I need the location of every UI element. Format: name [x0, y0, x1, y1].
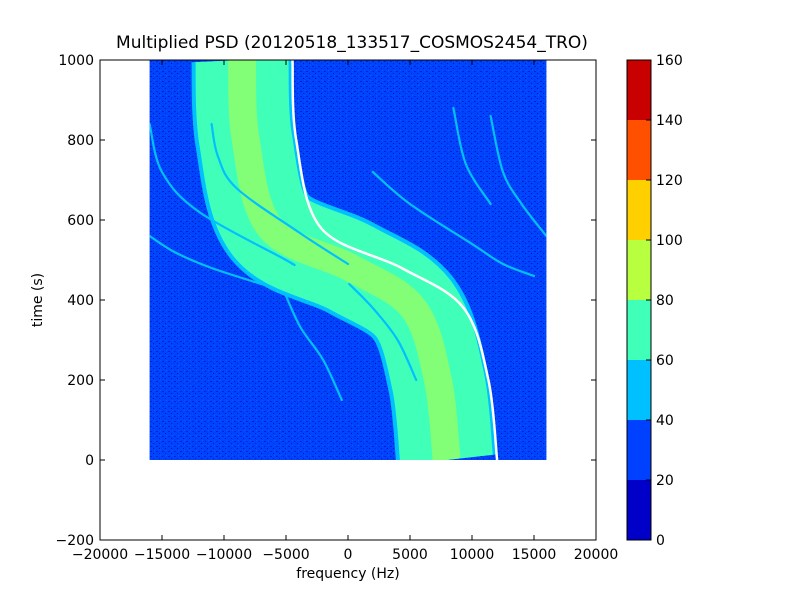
- heatmap: [149, 60, 547, 460]
- colorbar-tick-label: 140: [656, 113, 683, 129]
- heatmap-content: [149, 60, 547, 460]
- main-band: [191, 60, 499, 460]
- doppler-trace: [210, 122, 350, 266]
- doppler-trace: [348, 282, 418, 382]
- main-band-core: [228, 60, 461, 460]
- colorbar-tick-label: 60: [656, 353, 674, 369]
- colorbar-segment: [627, 480, 651, 540]
- colorbar-tick-label: 0: [656, 533, 665, 549]
- x-tick-label: −20000: [72, 547, 128, 563]
- doppler-trace: [371, 170, 536, 278]
- doppler-trace: [149, 234, 263, 286]
- y-tick-label: 800: [67, 133, 94, 149]
- y-tick-label: −200: [56, 533, 94, 549]
- colorbar-segment: [627, 300, 651, 360]
- doppler-trace: [452, 106, 492, 206]
- x-axis-label: frequency (Hz): [296, 566, 399, 582]
- doppler-trace: [489, 114, 547, 238]
- colorbar-segment: [627, 120, 651, 180]
- colorbar-tick-label: 120: [656, 173, 683, 189]
- y-tick-label: 600: [67, 213, 94, 229]
- x-tick-label: 20000: [574, 547, 619, 563]
- y-tick-label: 200: [67, 373, 94, 389]
- colorbar-tick-label: 80: [656, 293, 674, 309]
- doppler-trace: [284, 294, 343, 402]
- x-tick-label: 10000: [450, 547, 495, 563]
- x-tick-label: 15000: [512, 547, 557, 563]
- x-tick-label: 5000: [392, 547, 428, 563]
- y-tick-label: 1000: [58, 53, 94, 69]
- colorbar-segment: [627, 240, 651, 300]
- colorbar-segment: [627, 60, 651, 120]
- colorbar-tick-label: 40: [656, 413, 674, 429]
- colorbar-tick-label: 100: [656, 233, 683, 249]
- y-tick-label: 0: [85, 453, 94, 469]
- x-tick-label: −10000: [196, 547, 252, 563]
- doppler-trace: [149, 122, 296, 267]
- x-axis: −20000 −15000 −10000 −5000 0 5000 10000 15000 20…: [72, 60, 618, 563]
- colorbar-segment: [627, 360, 651, 420]
- colorbar-tick-label: 160: [656, 53, 683, 69]
- x-tick-label: −15000: [134, 547, 190, 563]
- colorbar-segment: [627, 420, 651, 480]
- main-band-edge-line: [291, 60, 499, 460]
- main-band-edge: [291, 60, 499, 460]
- y-tick-label: 400: [67, 293, 94, 309]
- x-tick-label: 0: [344, 547, 353, 563]
- colorbar-tick-label: 20: [656, 473, 674, 489]
- chart-title: Multiplied PSD (20120518_133517_COSMOS24…: [116, 33, 588, 53]
- colorbar-segment: [627, 180, 651, 240]
- x-tick-label: −5000: [262, 547, 309, 563]
- colorbar: 0 20 40 60 80 100 120 140 160: [626, 53, 683, 549]
- y-axis-label: time (s): [30, 273, 46, 327]
- y-axis: −200 0 200 400 600 800 1000: [56, 53, 596, 549]
